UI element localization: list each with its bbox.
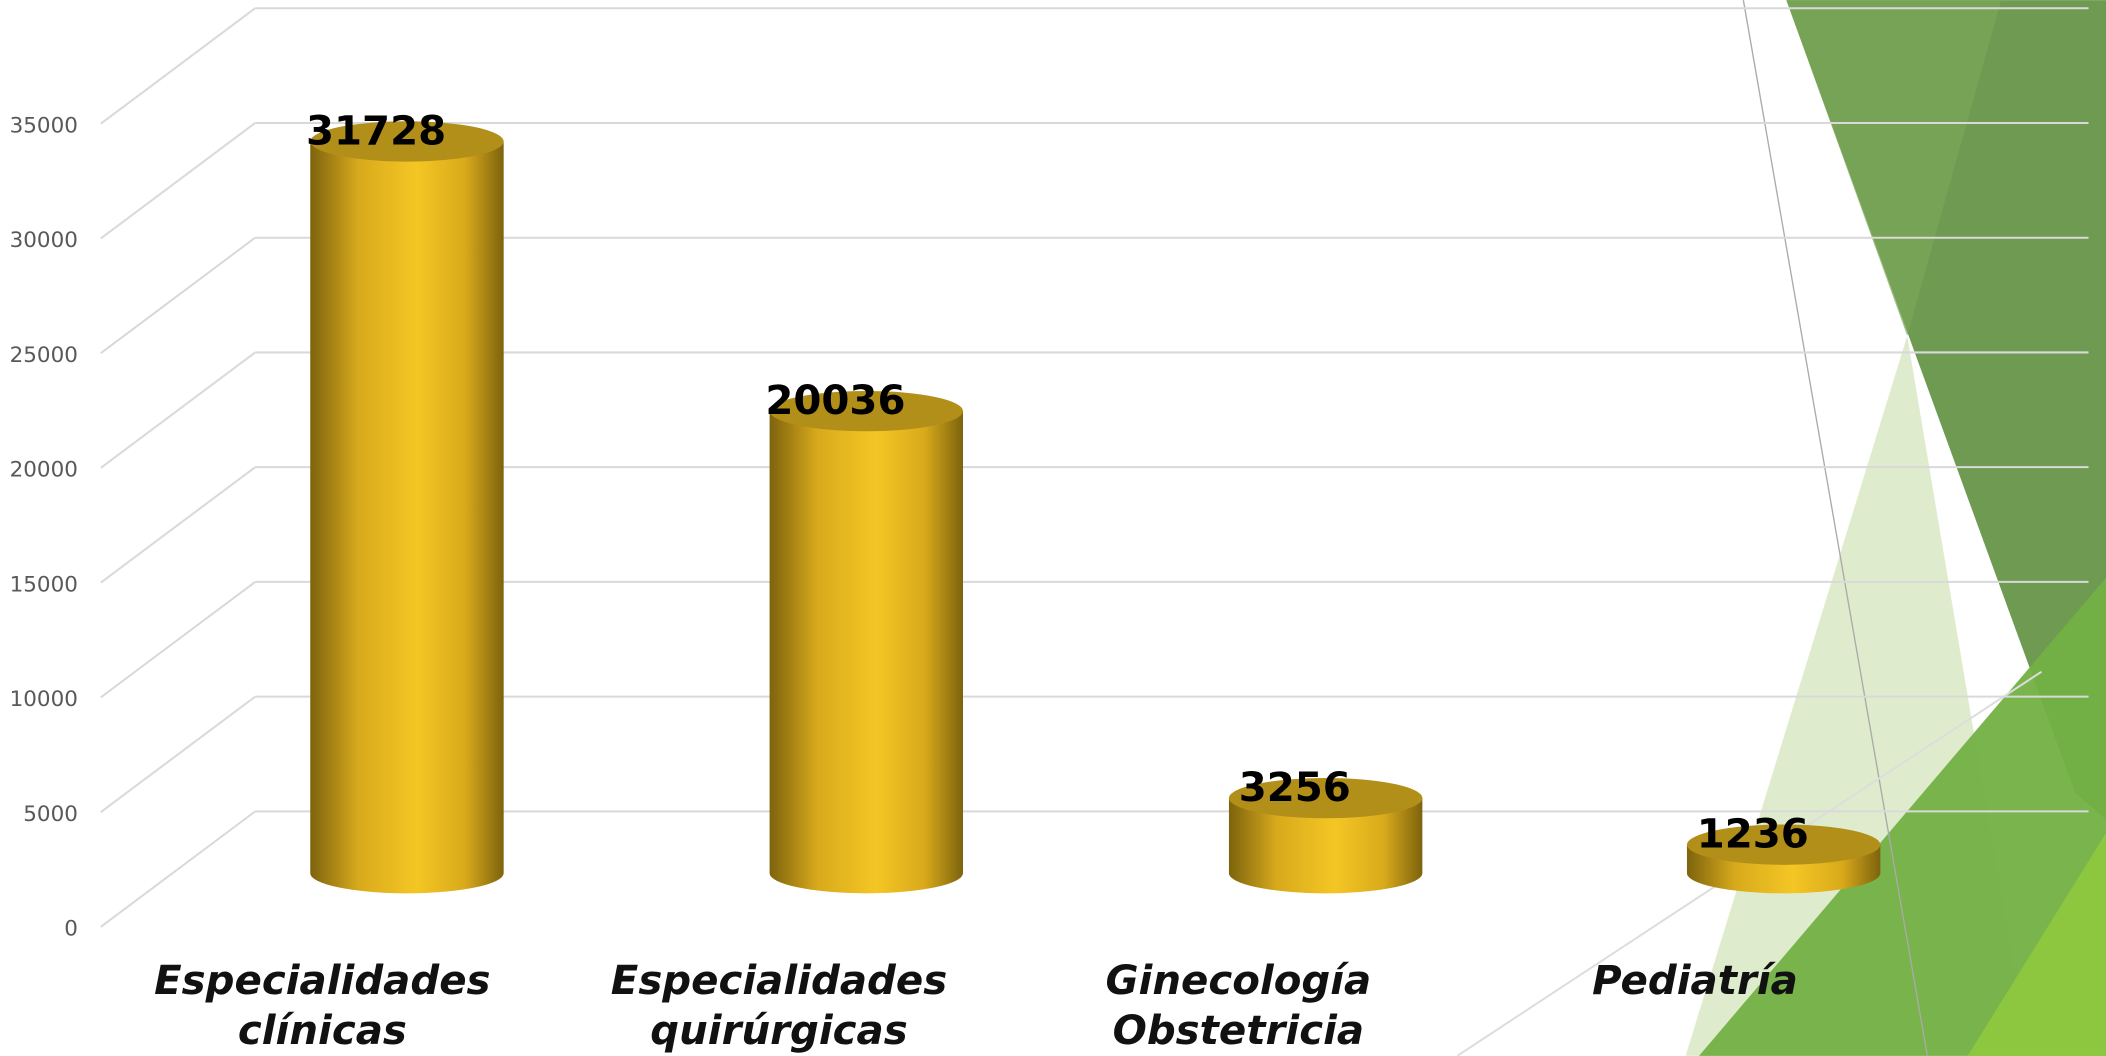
data-label: 1236: [1697, 811, 1809, 858]
x-tick-label-box: Ginecología Obstetricia: [1057, 956, 1420, 1056]
grid-line: [101, 697, 255, 813]
grid-line: [101, 8, 255, 124]
y-tick-label: 20000: [10, 458, 78, 483]
data-label: 20036: [765, 377, 905, 424]
y-tick-label: 25000: [10, 343, 78, 368]
x-tick-label: Ginecología Obstetricia: [1057, 956, 1420, 1055]
y-tick-label: 35000: [10, 113, 78, 138]
page: {"chart_data": {"type": "bar", "categori…: [0, 0, 2106, 1056]
x-tick-label: Pediatría: [1514, 956, 1877, 1006]
x-tick-label: Especialidades clínicas: [141, 956, 504, 1055]
cylinder-body: [770, 411, 963, 893]
cylinder-body: [310, 141, 503, 893]
grid-line: [101, 582, 255, 698]
y-tick-label: 10000: [10, 687, 78, 712]
grid-line: [101, 123, 255, 239]
y-tick-label: 30000: [10, 228, 78, 253]
bar: [770, 391, 963, 893]
decoration: [1457, 0, 2106, 1056]
y-tick-label: 0: [64, 917, 78, 942]
x-tick-label-box: Especialidades quirúrgicas: [598, 956, 961, 1056]
grid-line: [101, 811, 255, 927]
grid-line: [101, 467, 255, 583]
chart: 0 5000 10000 15000 20000 25000 30000 35000 3172…: [0, 0, 2106, 1056]
data-label: 3256: [1239, 764, 1351, 811]
data-label: 31728: [306, 107, 446, 154]
x-tick-label-box: Especialidades clínicas: [141, 956, 504, 1056]
grid-line: [101, 352, 255, 468]
y-tick-label: 15000: [10, 572, 78, 597]
x-tick-label: Especialidades quirúrgicas: [598, 956, 961, 1055]
y-tick-label: 5000: [23, 802, 78, 827]
x-tick-label-box: Pediatría: [1514, 956, 1877, 1056]
bar: [310, 121, 503, 893]
grid-line: [101, 238, 255, 354]
